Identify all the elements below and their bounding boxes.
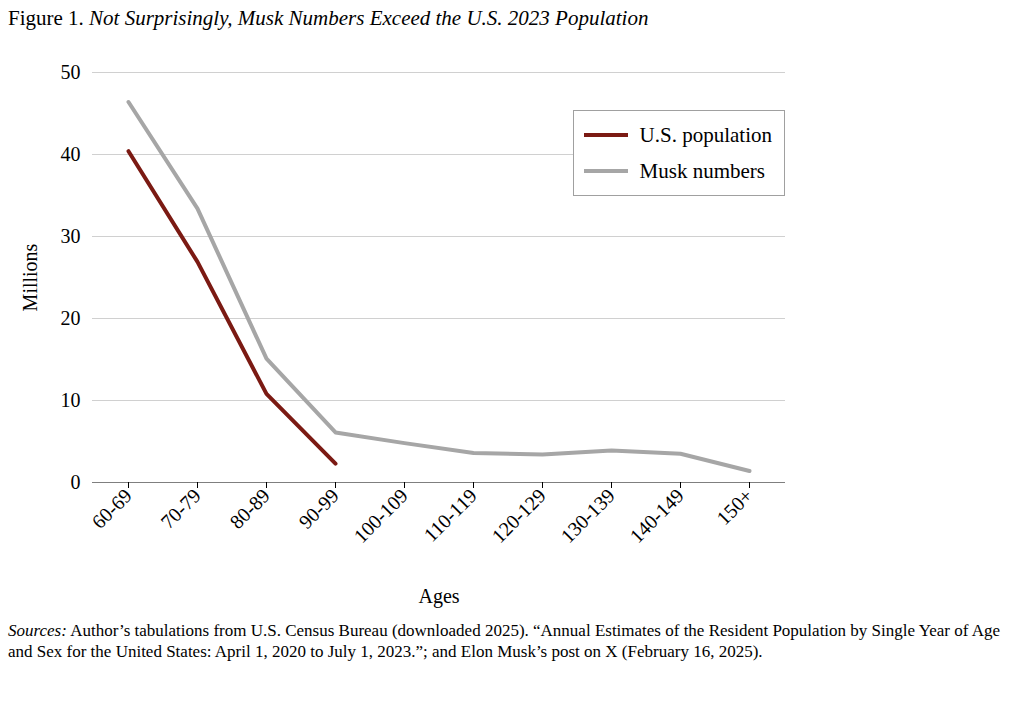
html-text:Figure 1. Not Surprisingly, Mu: Figure 1. Not Surprisingly, Musk Numbers… [8,6,649,30]
svg-text:110-119: 110-119 [419,484,481,546]
html-text:Musk numbers: Musk numbers [639,158,765,183]
svg-text:10: 10 [61,389,81,411]
svg-text:60-69: 60-69 [87,484,136,533]
html-text:Sources: Author’s tabulations: Sources: Author’s tabulations from U.S. … [8,621,1000,661]
svg-text:120-129: 120-129 [487,484,550,547]
svg-text:150+: 150+ [712,484,757,529]
svg-text:140-149: 140-149 [625,484,688,547]
svg-text:Millions: Millions [19,243,41,311]
svg-text:30: 30 [61,225,81,247]
svg-text:70-79: 70-79 [156,484,205,533]
svg-text:40: 40 [61,143,81,165]
svg-text:80-89: 80-89 [225,484,274,533]
svg-text:Ages: Ages [418,585,459,608]
svg-text:100-109: 100-109 [349,484,412,547]
svg-text:90-99: 90-99 [294,484,343,533]
html-text:U.S. population: U.S. population [639,122,772,147]
svg-text:0: 0 [71,471,81,493]
svg-text:50: 50 [61,61,81,83]
svg-text:20: 20 [61,307,81,329]
svg-text:130-139: 130-139 [556,484,619,547]
